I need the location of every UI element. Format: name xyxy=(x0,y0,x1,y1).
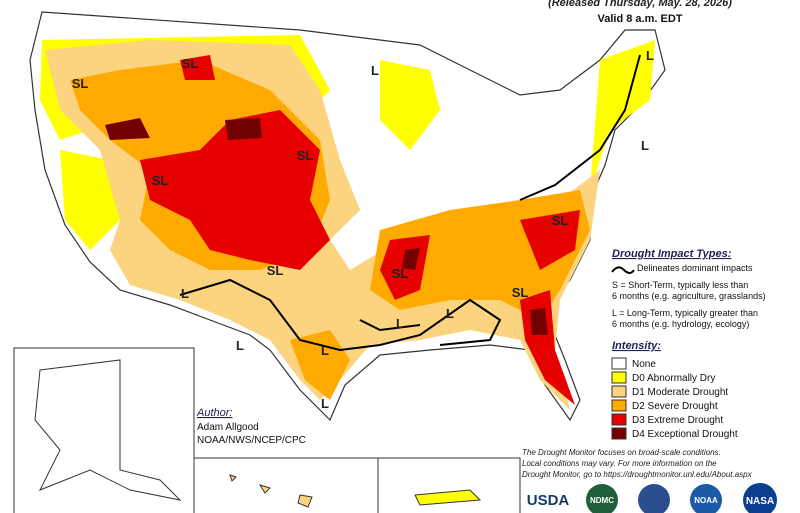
impact-label: L xyxy=(371,63,379,78)
released-date: (Released Thursday, May. 28, 2026) xyxy=(548,0,732,9)
short-term-2: 6 months (e.g. agriculture, grasslands) xyxy=(612,291,766,301)
intensity-swatch xyxy=(611,427,627,440)
intensity-label: D3 Extreme Drought xyxy=(632,415,723,426)
drought-area xyxy=(60,150,120,250)
logo-nasa-circle xyxy=(743,483,777,513)
drought-area xyxy=(180,55,215,80)
drought-area xyxy=(225,118,262,140)
impact-label: L xyxy=(446,306,454,321)
intensity-legend: None D0 Abnormally Dry D1 Moderate Drought… xyxy=(611,357,738,440)
intensity-label: D4 Exceptional Drought xyxy=(632,429,738,440)
impact-line-label: Delineates dominant impacts xyxy=(637,263,753,273)
hawaii-shape xyxy=(229,474,313,508)
impact-label: SL xyxy=(152,173,169,188)
drought-area xyxy=(402,248,420,270)
logo-nasa: NASA xyxy=(746,496,774,507)
drought-area xyxy=(105,118,150,140)
impact-line-sample xyxy=(611,266,635,274)
drought-area xyxy=(290,330,350,400)
logo-noaa2-circle xyxy=(690,484,722,513)
intensity-swatch xyxy=(611,413,627,426)
impact-label: SL xyxy=(392,266,409,281)
impact-label: SL xyxy=(552,213,569,228)
drought-areas xyxy=(40,35,655,410)
long-term-1: L = Long-Term, typically greater than xyxy=(612,308,758,318)
impact-label: L xyxy=(646,48,654,63)
impact-label: SL xyxy=(182,56,199,71)
intensity-label: D0 Abnormally Dry xyxy=(632,373,715,384)
impact-label: SL xyxy=(512,285,529,300)
intensity-swatch xyxy=(611,385,627,398)
impact-lines xyxy=(179,54,641,352)
impact-label: L xyxy=(236,338,244,353)
drought-area xyxy=(520,210,580,270)
impact-label: SL xyxy=(72,76,89,91)
logo-noaa-circle xyxy=(638,484,670,513)
author-title: Author: xyxy=(196,407,232,419)
drought-area xyxy=(530,308,548,335)
impact-label: L xyxy=(181,286,189,301)
impact-title: Drought Impact Types: xyxy=(612,248,732,260)
hawaii-inset xyxy=(193,457,379,513)
intensity-swatch xyxy=(611,371,627,384)
impact-label: SL xyxy=(267,263,284,278)
impact-label: L xyxy=(321,343,329,358)
long-term-2: 6 months (e.g. hydrology, ecology) xyxy=(612,319,749,329)
note-line: The Drought Monitor focuses on broad-sca… xyxy=(522,448,721,457)
intensity-label: None xyxy=(632,359,656,370)
impact-label: SL xyxy=(297,148,314,163)
intensity-swatch xyxy=(611,399,627,412)
puerto-rico-inset xyxy=(377,457,521,513)
drought-area xyxy=(140,110,330,270)
alaska-shape xyxy=(34,359,182,501)
impact-label: L xyxy=(321,396,329,411)
note-line: Drought Monitor, go to https://droughtmo… xyxy=(522,470,753,479)
intensity-label: D1 Moderate Drought xyxy=(632,387,728,398)
impact-label: L xyxy=(396,316,404,331)
intensity-title: Intensity: xyxy=(612,340,661,352)
author-org: NOAA/NWS/NCEP/CPC xyxy=(197,435,306,446)
logo-ndmc: NDMC xyxy=(590,496,614,505)
puerto-rico-shape xyxy=(414,489,482,506)
author-name: Adam Allgood xyxy=(197,422,259,433)
valid-time: Valid 8 a.m. EDT xyxy=(598,13,683,25)
logo-ndmc-circle xyxy=(586,484,618,513)
note-line: Local conditions may vary. For more info… xyxy=(522,459,717,468)
map-labels: SL SL L L SL SL L SL SL SL SL L L L L L L xyxy=(72,48,654,411)
short-term-1: S = Short-Term, typically less than xyxy=(612,280,748,290)
logo-usda: USDA xyxy=(527,492,570,509)
logo-noaa: NOAA xyxy=(694,496,718,505)
impact-label: L xyxy=(641,138,649,153)
intensity-swatch xyxy=(611,357,627,370)
drought-area xyxy=(380,60,440,150)
intensity-label: D2 Severe Drought xyxy=(632,401,718,412)
